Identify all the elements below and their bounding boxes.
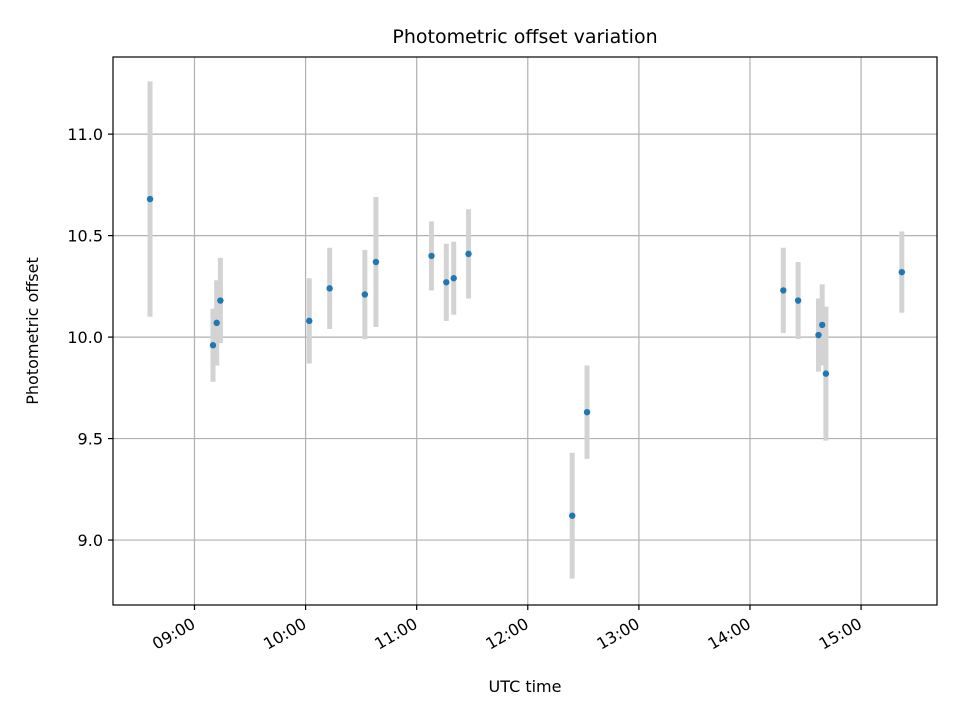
y-axis-label: Photometric offset xyxy=(23,257,42,405)
data-point xyxy=(372,258,380,266)
plot-frame xyxy=(112,56,938,606)
data-point xyxy=(569,512,576,519)
y-tick-label: 9.5 xyxy=(78,430,103,449)
y-axis-ticks: 9.0 9.5 10.0 10.5 11.0 xyxy=(67,125,113,550)
data-point xyxy=(361,291,369,298)
data-point xyxy=(326,285,333,292)
chart-title: Photometric offset variation xyxy=(392,26,657,48)
data-point xyxy=(898,268,906,276)
x-axis-label: UTC time xyxy=(489,677,562,696)
data-point xyxy=(209,342,217,349)
data-points xyxy=(146,195,906,519)
data-point xyxy=(822,370,830,377)
plot-area xyxy=(113,57,937,605)
data-point xyxy=(794,297,802,304)
data-point xyxy=(213,319,220,327)
data-point xyxy=(818,321,826,329)
data-point xyxy=(450,275,457,282)
data-point xyxy=(815,331,822,339)
data-point xyxy=(465,250,472,258)
data-point xyxy=(443,279,450,286)
data-point xyxy=(217,297,224,304)
y-tick-label: 9.0 xyxy=(78,531,103,550)
data-point xyxy=(583,408,591,416)
data-point xyxy=(780,287,787,294)
data-point xyxy=(428,252,435,260)
y-tick-label: 10.0 xyxy=(67,328,103,347)
y-tick-label: 11.0 xyxy=(67,125,103,144)
data-point xyxy=(146,195,154,203)
y-tick-label: 10.5 xyxy=(67,227,103,246)
data-point xyxy=(306,317,313,325)
